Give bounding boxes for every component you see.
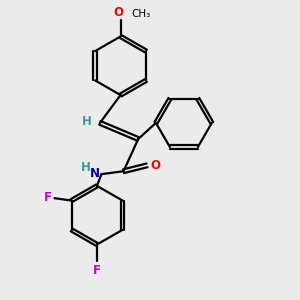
Text: F: F — [44, 191, 52, 204]
Text: O: O — [150, 159, 160, 172]
Text: CH₃: CH₃ — [132, 9, 151, 19]
Text: N: N — [90, 167, 100, 180]
Text: F: F — [93, 263, 101, 277]
Text: H: H — [81, 161, 91, 174]
Text: O: O — [113, 6, 124, 19]
Text: H: H — [82, 115, 92, 128]
